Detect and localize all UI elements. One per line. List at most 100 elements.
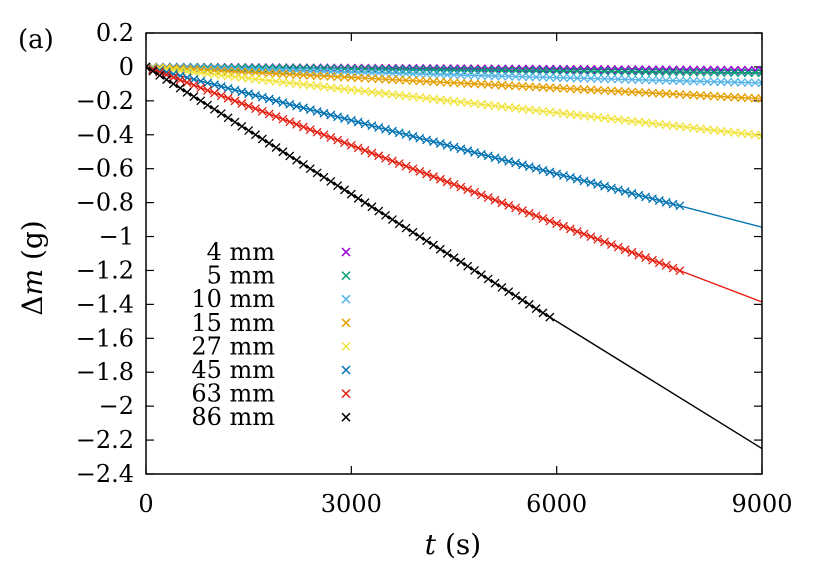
point-86-mm-32 [360,198,370,208]
point-5-mm-61 [559,66,568,76]
point-45-mm-40 [415,133,425,143]
point-45-mm-21 [285,99,295,109]
point-63-mm-66 [593,234,603,244]
point-86-mm-1 [148,66,158,76]
point-63-mm-31 [353,143,363,153]
point-5-mm-70 [620,67,630,77]
point-63-mm-69 [613,242,623,252]
y-axis-title: Δm (g) [16,220,49,315]
point-5-mm-60 [552,66,562,76]
point-45-mm-61 [559,171,568,181]
point-86-mm-15 [244,126,254,135]
point-86-mm-14 [237,121,247,131]
point-45-mm-55 [517,160,527,170]
point-5-mm-37 [394,64,404,74]
point-5-mm-79 [682,67,692,77]
point-10-mm-77 [668,76,678,86]
point-10-mm-41 [422,69,432,79]
point-63-mm-61 [559,221,568,231]
point-86-mm-39 [408,227,418,237]
y-tick-label-5: −0.8 [76,189,134,217]
point-15-mm-82 [702,91,712,101]
point-86-mm-27 [326,176,336,186]
point-15-mm-65 [586,85,596,95]
point-15-mm-79 [682,90,692,100]
point-45-mm-37 [394,128,404,138]
point-45-mm-75 [654,196,664,205]
point-15-mm-29 [340,72,349,82]
y-tick-label-11: −2 [99,392,134,420]
y-tick-label-9: −1.6 [76,324,134,352]
point-10-mm-68 [606,74,616,84]
point-45-mm-16 [251,90,260,100]
point-10-mm-73 [641,75,651,85]
point-10-mm-71 [627,75,637,85]
point-10-mm-62 [565,73,575,83]
point-15-mm-20 [278,69,288,79]
point-86-mm-48 [470,266,479,275]
point-63-mm-48 [470,187,479,197]
y-tick-label-7: −1.2 [76,256,134,284]
point-63-mm-17 [257,106,267,116]
point-45-mm-72 [634,190,644,200]
point-86-mm-53 [504,287,514,297]
point-15-mm-32 [360,73,370,83]
x-axis-title-unit: (s) [445,528,481,561]
point-45-mm-68 [606,183,616,193]
point-5-mm-80 [689,67,699,77]
point-45-mm-74 [648,194,657,204]
point-86-mm-31 [353,193,363,203]
legend-marker-5-mm [341,271,351,281]
point-63-mm-8 [196,83,206,93]
y-axis-title-var: m [16,269,49,296]
point-15-mm-54 [511,81,521,91]
point-45-mm-58 [538,165,548,175]
point-10-mm-90 [757,78,762,88]
point-63-mm-33 [367,148,377,158]
point-10-mm-25 [312,66,322,76]
x-tick-label-1: 3000 [321,490,382,518]
legend-marker-10-mm [341,294,351,304]
point-45-mm-65 [586,178,596,188]
point-45-mm-12 [223,83,233,93]
point-10-mm-78 [675,76,685,86]
point-5-mm-66 [593,66,603,76]
point-63-mm-49 [476,190,486,200]
point-63-mm-50 [483,193,493,202]
point-63-mm-15 [244,101,254,111]
point-86-mm-20 [278,147,288,157]
point-63-mm-40 [415,166,425,176]
point-15-mm-49 [476,79,486,89]
point-63-mm-37 [394,159,404,169]
point-45-mm-62 [565,172,575,182]
point-10-mm-21 [285,66,295,76]
point-63-mm-42 [429,172,438,182]
point-45-mm-63 [572,174,582,184]
point-63-mm-24 [305,125,315,135]
point-10-mm-59 [545,72,555,82]
point-15-mm-23 [298,70,308,80]
legend-label-4-mm: 4 mm [207,238,276,266]
point-5-mm-65 [586,66,596,76]
point-63-mm-58 [538,213,548,223]
point-5-mm-36 [387,64,397,74]
point-45-mm-8 [196,76,206,86]
point-63-mm-5 [175,75,185,85]
point-45-mm-73 [641,192,651,202]
point-10-mm-45 [449,70,459,80]
point-63-mm-68 [606,240,616,250]
point-5-mm-81 [695,67,705,77]
point-5-mm-39 [408,65,418,74]
point-5-mm-87 [737,68,746,78]
point-63-mm-10 [209,88,219,98]
point-45-mm-3 [162,67,171,77]
point-15-mm-19 [271,69,281,79]
point-63-mm-75 [654,258,664,268]
point-15-mm-58 [538,82,548,92]
point-15-mm-72 [634,87,644,97]
point-4-mm-64 [579,64,589,74]
point-45-mm-43 [435,139,445,148]
point-45-mm-49 [476,149,486,159]
y-tick-label-0: 0.2 [96,19,134,47]
